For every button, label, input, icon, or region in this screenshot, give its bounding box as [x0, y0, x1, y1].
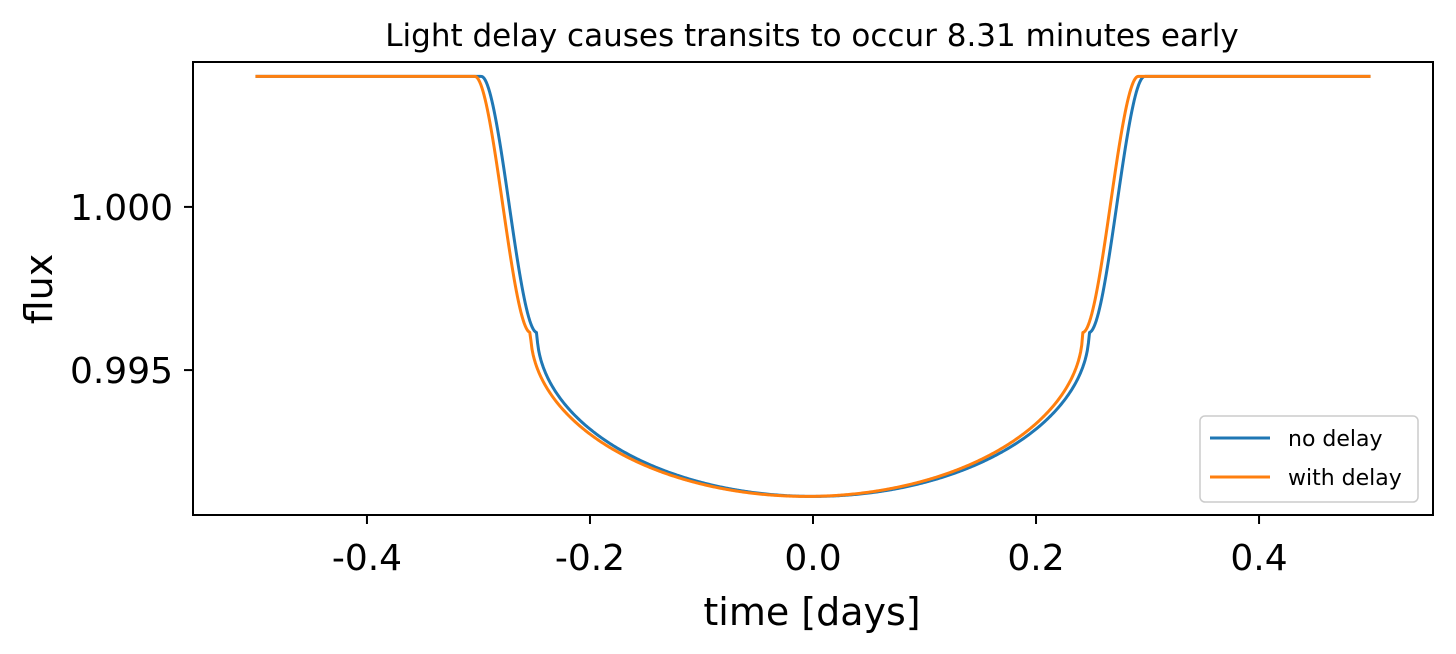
x-tick-label: 0.0 [784, 538, 841, 579]
x-tick-label: 0.2 [1007, 538, 1064, 579]
legend-label-no-delay: no delay [1288, 427, 1383, 452]
x-axis-ticks: -0.4 -0.2 0.0 0.2 0.4 [332, 515, 1288, 579]
x-tick-label: -0.4 [332, 538, 402, 579]
legend-label-with-delay: with delay [1288, 466, 1402, 491]
series-lines [255, 74, 1371, 498]
series-line-with-delay [255, 74, 1371, 498]
y-axis-label: flux [17, 254, 61, 325]
chart-title: Light delay causes transits to occur 8.3… [385, 18, 1238, 54]
x-axis-label: time [days] [703, 590, 920, 634]
y-tick-label: 0.995 [70, 351, 173, 392]
x-tick-label: 0.4 [1230, 538, 1287, 579]
y-axis-ticks: 0.995 1.000 [70, 188, 193, 392]
y-tick-label: 1.000 [70, 188, 173, 229]
legend: no delay with delay [1199, 415, 1419, 503]
x-tick-label: -0.2 [555, 538, 625, 579]
